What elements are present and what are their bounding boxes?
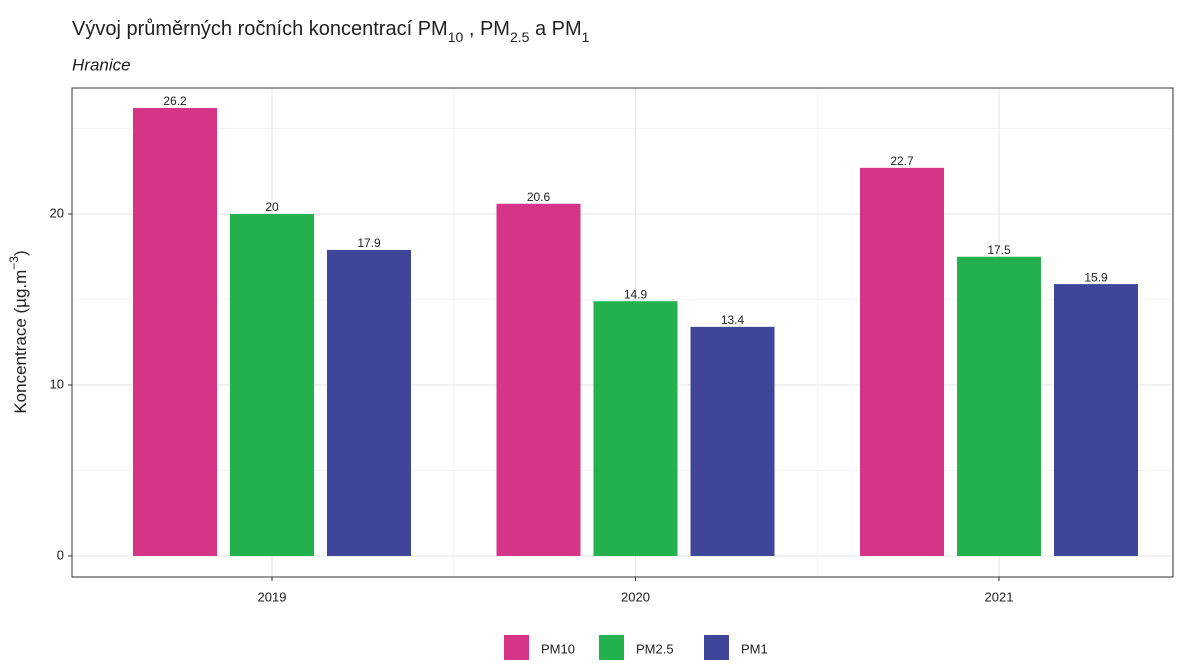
text-part: , PM [463,18,510,40]
data-label: 13.4 [721,313,745,327]
y-axis-label: Koncentrace (µg.m−3) [7,250,30,413]
chart-subtitle: Hranice [72,55,131,74]
data-label: 15.9 [1084,270,1108,284]
bar [230,214,314,556]
bar [690,326,775,556]
script-text: −3 [7,256,21,270]
y-tick-label: 10 [50,376,64,391]
bar [1054,284,1138,556]
data-label: 22.7 [890,154,914,168]
data-label: 20.6 [527,190,551,204]
data-label: 20 [265,200,279,214]
legend-swatch [704,635,729,660]
text-part: ) [11,250,30,256]
y-tick-label: 20 [50,205,64,220]
legend-label: PM10 [541,641,575,656]
text-part: Koncentrace (µg.m [11,270,30,414]
bar [496,203,581,556]
y-tick-label: 0 [57,547,64,562]
legend-label: PM1 [741,641,768,656]
data-label: 17.9 [357,236,381,250]
legend-label: PM2.5 [636,641,674,656]
bar [133,108,217,556]
text-part: Vývoj průměrných ročních koncentrací PM [72,18,448,40]
plot-border [71,87,1174,578]
script-text: 1 [582,29,590,45]
data-label: 26.2 [163,94,187,108]
data-label: 17.5 [987,243,1011,257]
data-label: 14.9 [624,287,648,301]
legend-swatch [599,635,624,660]
chart-title: Vývoj průměrných ročních koncentrací PM1… [72,18,590,44]
script-text: 2.5 [510,29,530,45]
x-tick-label: 2019 [258,589,287,604]
script-text: 10 [448,29,464,45]
legend-swatch [504,635,529,660]
text-part: a PM [529,18,581,40]
bar [593,301,678,556]
x-tick-label: 2020 [621,589,650,604]
bar [327,249,411,556]
bar [957,256,1041,556]
bar [860,167,944,556]
x-tick-label: 2021 [985,589,1014,604]
